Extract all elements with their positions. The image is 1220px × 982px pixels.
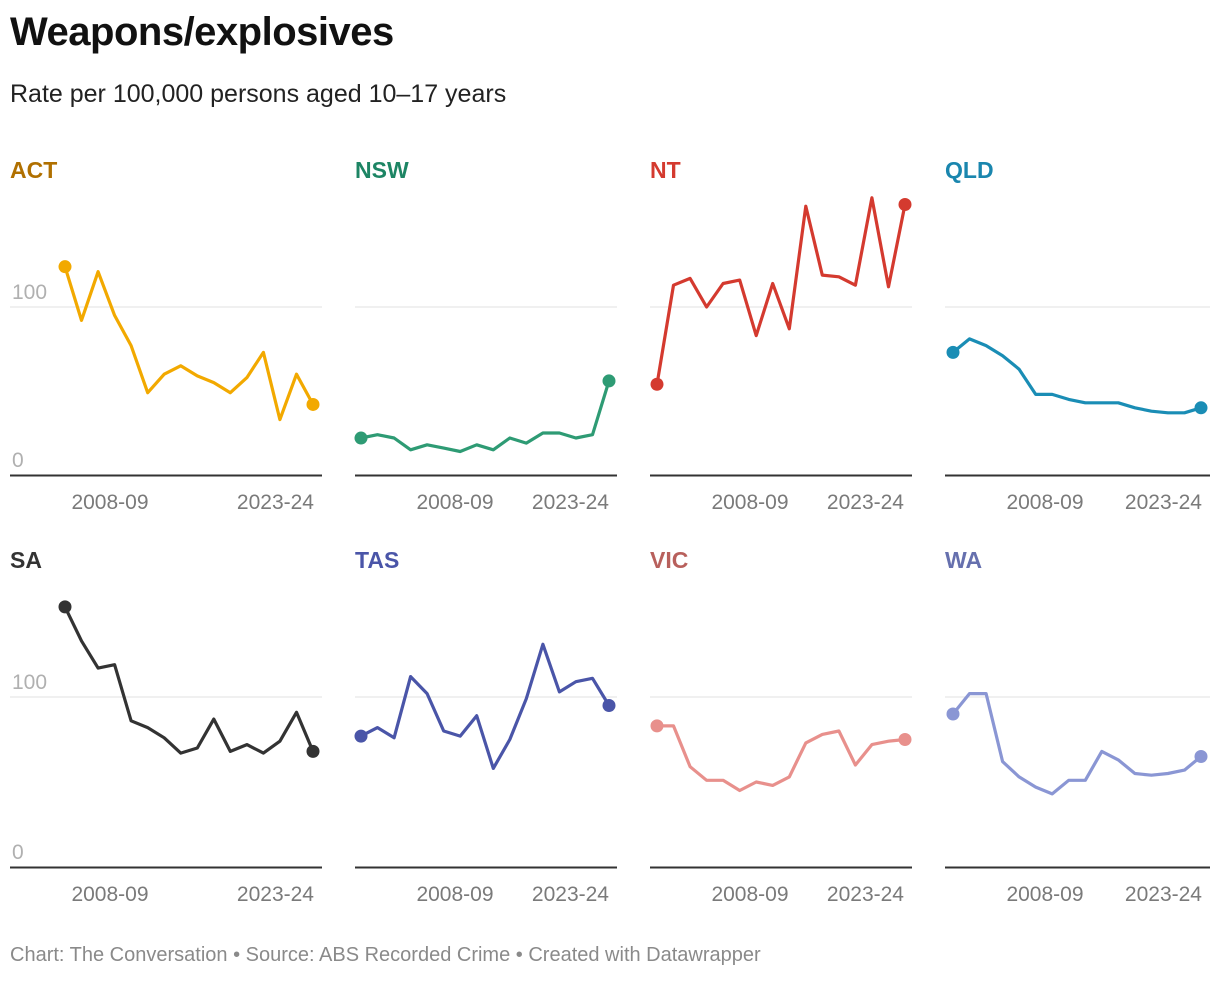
x-tick-label-end: 2023-24 <box>827 883 904 906</box>
start-point-nt <box>650 377 664 391</box>
panel-nsw: NSW 2008-09 2023-24 <box>354 157 617 514</box>
panel-tas: TAS 2008-09 2023-24 <box>354 547 617 906</box>
panel-title-nsw: NSW <box>355 157 409 183</box>
panel-title-qld: QLD <box>945 157 994 183</box>
panel-wa: WA 2008-09 2023-24 <box>945 547 1210 906</box>
start-point-tas <box>354 729 368 743</box>
x-tick-label-end: 2023-24 <box>1125 883 1202 906</box>
panel-vic: VIC 2008-09 2023-24 <box>650 547 912 906</box>
y-tick-label-100: 100 <box>12 281 47 304</box>
end-point-qld <box>1194 401 1208 415</box>
x-tick-label-end: 2023-24 <box>827 491 904 514</box>
end-point-wa <box>1194 750 1208 763</box>
x-tick-label-start: 2008-09 <box>1006 883 1083 906</box>
panel-title-wa: WA <box>945 547 982 573</box>
panel-title-tas: TAS <box>355 547 399 573</box>
panel-act: ACT 0 100 2008-09 2023-24 <box>10 157 322 514</box>
footer-created: Created with Datawrapper <box>528 944 761 966</box>
panel-title-nt: NT <box>650 157 681 183</box>
panel-title-sa: SA <box>10 547 42 573</box>
x-tick-label-end: 2023-24 <box>237 491 314 514</box>
start-point-sa <box>58 600 72 614</box>
series-line-wa <box>951 691 1203 796</box>
x-tick-label-end: 2023-24 <box>1125 491 1202 514</box>
y-tick-label-100: 100 <box>12 671 47 694</box>
series-line-sa <box>63 605 315 755</box>
x-tick-label-start: 2008-09 <box>1006 491 1083 514</box>
footer-chart-credit: Chart: The Conversation <box>10 944 228 966</box>
end-point-nsw <box>602 374 616 388</box>
x-tick-label-end: 2023-24 <box>532 883 609 906</box>
end-point-sa <box>306 744 320 758</box>
x-tick-label-start: 2008-09 <box>71 491 148 514</box>
series-line-tas <box>359 642 611 771</box>
panel-nt: NT 2008-09 2023-24 <box>650 157 912 514</box>
y-tick-label-0: 0 <box>12 449 24 472</box>
x-tick-label-start: 2008-09 <box>416 883 493 906</box>
x-tick-label-start: 2008-09 <box>416 491 493 514</box>
x-tick-label-end: 2023-24 <box>532 491 609 514</box>
panel-title-vic: VIC <box>650 547 688 573</box>
end-point-nt <box>898 198 912 212</box>
start-point-qld <box>946 345 960 359</box>
footer-separator: • <box>510 944 529 966</box>
start-point-act <box>58 260 72 274</box>
series-line-vic <box>655 724 907 793</box>
end-point-vic <box>898 733 912 746</box>
x-tick-label-end: 2023-24 <box>237 883 314 906</box>
panel-qld: QLD 2008-09 2023-24 <box>945 157 1210 514</box>
series-line-nt <box>655 196 907 386</box>
end-point-tas <box>602 699 616 712</box>
start-point-wa <box>946 707 960 721</box>
x-tick-label-start: 2008-09 <box>71 883 148 906</box>
panel-sa: SA 0 100 2008-09 2023-24 <box>10 547 322 906</box>
y-tick-label-0: 0 <box>12 841 24 864</box>
footer-source: Source: ABS Recorded Crime <box>245 944 511 966</box>
panel-title-act: ACT <box>10 157 57 183</box>
series-line-act <box>63 265 315 422</box>
chart-title: Weapons/explosives <box>10 10 394 54</box>
start-point-nsw <box>354 431 368 445</box>
chart-footer: Chart: The Conversation • Source: ABS Re… <box>10 944 761 967</box>
start-point-vic <box>650 719 664 733</box>
end-point-act <box>306 397 320 411</box>
series-line-nsw <box>359 379 611 454</box>
footer-separator: • <box>227 944 246 966</box>
series-line-qld <box>951 337 1203 415</box>
chart-subtitle: Rate per 100,000 persons aged 10–17 year… <box>10 80 507 108</box>
x-tick-label-start: 2008-09 <box>711 491 788 514</box>
x-tick-label-start: 2008-09 <box>711 883 788 906</box>
